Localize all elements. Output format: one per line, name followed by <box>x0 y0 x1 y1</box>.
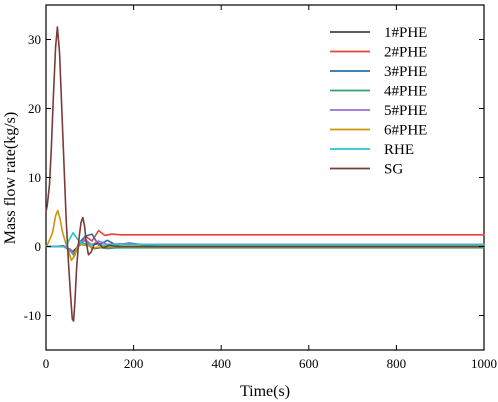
x-tick-label: 800 <box>387 356 407 371</box>
series-layer <box>45 26 485 322</box>
legend-label: RHE <box>384 142 414 158</box>
x-tick-label: 200 <box>124 356 144 371</box>
y-tick-label: 30 <box>28 32 41 47</box>
y-tick-label: 0 <box>35 239 42 254</box>
x-tick-label: 0 <box>43 356 50 371</box>
legend-label: 5#PHE <box>384 103 427 119</box>
ticks-layer: 0 200 400 600 800 1000 -10 0 10 20 30 <box>24 5 497 371</box>
series-line-sg <box>45 26 485 322</box>
y-axis-label: Mass flow rate(kg/s) <box>2 112 19 244</box>
legend: 1#PHE 2#PHE 3#PHE 4#PHE 5#PHE 6#PHE RHE SG <box>330 25 427 178</box>
x-tick-label: 600 <box>299 356 319 371</box>
y-tick-label: 20 <box>28 101 41 116</box>
legend-label: SG <box>384 162 403 178</box>
x-axis-label: Time(s) <box>240 383 290 400</box>
plot-area <box>45 4 485 351</box>
y-tick-label: 10 <box>28 170 41 185</box>
legend-label: 3#PHE <box>384 64 427 80</box>
legend-label: 4#PHE <box>384 84 427 100</box>
legend-label: 1#PHE <box>384 25 427 41</box>
x-tick-label: 1000 <box>471 356 497 371</box>
legend-label: 2#PHE <box>384 45 427 61</box>
y-tick-label: -10 <box>24 308 41 323</box>
x-tick-label: 400 <box>211 356 231 371</box>
legend-label: 6#PHE <box>384 123 427 139</box>
